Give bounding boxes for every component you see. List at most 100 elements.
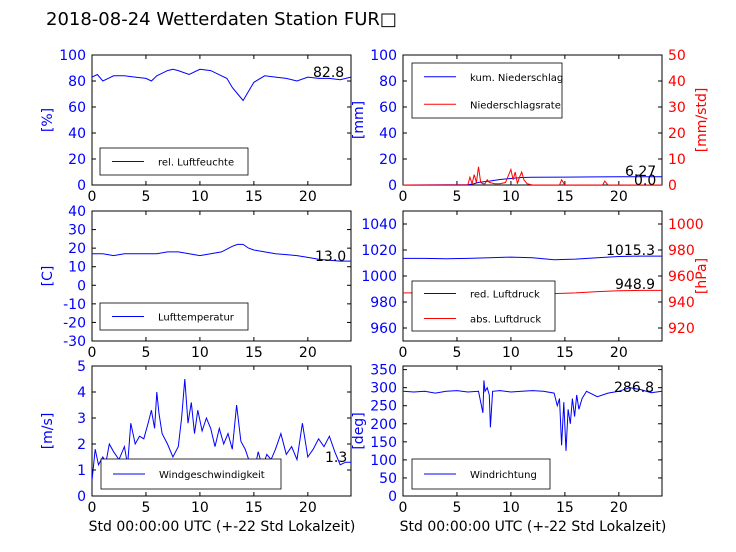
y-tick-label: 20 bbox=[68, 241, 86, 257]
x-tick-label: 10 bbox=[191, 189, 209, 205]
plot-frame bbox=[91, 54, 352, 186]
y-right-tick-label: 20 bbox=[668, 126, 686, 142]
x-axis-label: Std 00:00:00 UTC (+-22 Std Lokalzeit) bbox=[400, 519, 667, 535]
y-right-tick-label: 940 bbox=[668, 295, 695, 311]
y-tick-label: 250 bbox=[370, 399, 397, 415]
plot-frame bbox=[91, 365, 352, 497]
legend-label: abs. Luftdruck bbox=[470, 315, 541, 326]
y-tick-label: 5 bbox=[77, 359, 86, 375]
y-tick-label: 100 bbox=[370, 453, 397, 469]
y-tick-label: 100 bbox=[59, 48, 86, 64]
y-tick-label: 40 bbox=[68, 204, 86, 220]
y-tick-label: 20 bbox=[379, 152, 397, 168]
x-tick-label: 5 bbox=[452, 345, 461, 361]
y-right-axis-label: [mm/std] bbox=[694, 88, 710, 153]
y-tick-label: 1000 bbox=[361, 269, 397, 285]
y-right-tick-label: 1000 bbox=[668, 217, 704, 233]
y-tick-label: 20 bbox=[68, 152, 86, 168]
y-tick-label: 0 bbox=[77, 278, 86, 294]
y-tick-label: 0 bbox=[388, 489, 397, 505]
current-value-label: 82.8 bbox=[313, 65, 344, 81]
y-axis-label: [%] bbox=[40, 108, 56, 132]
series-line-winddir-0 bbox=[403, 380, 662, 451]
x-tick-label: 5 bbox=[141, 500, 150, 516]
legend-label: kum. Niederschlag bbox=[470, 73, 563, 84]
legend-box bbox=[411, 62, 563, 119]
y-tick-label: 200 bbox=[370, 417, 397, 433]
x-axis-label: Std 00:00:00 UTC (+-22 Std Lokalzeit) bbox=[89, 519, 356, 535]
y-tick-label: -20 bbox=[63, 315, 86, 331]
legend-label: Windrichtung bbox=[470, 470, 537, 481]
x-tick-label: 20 bbox=[299, 500, 317, 516]
current-value-label: 286.8 bbox=[614, 380, 654, 396]
y-tick-label: -10 bbox=[63, 297, 86, 313]
y-tick-label: 100 bbox=[370, 48, 397, 64]
legend-label: Lufttemperatur bbox=[158, 313, 235, 324]
chart-panel-winddir: 0 5 10 15 20050100150200250300350[deg]Windri… bbox=[351, 363, 663, 516]
x-tick-label: 0 bbox=[88, 500, 97, 516]
page-title: 2018-08-24 Wetterdaten Station FUR□ bbox=[46, 9, 397, 30]
y-tick-label: 1020 bbox=[361, 243, 397, 259]
series-line-pressure-0 bbox=[403, 255, 662, 261]
y-tick-label: 300 bbox=[370, 381, 397, 397]
x-tick-label: 5 bbox=[141, 345, 150, 361]
current-value-label-right: 0.0 bbox=[634, 173, 656, 189]
x-tick-label: 10 bbox=[191, 345, 209, 361]
y-axis-label: [mm] bbox=[351, 101, 367, 139]
x-tick-label: 15 bbox=[245, 345, 263, 361]
y-right-tick-label: 50 bbox=[668, 48, 686, 64]
y-axis-label: [deg] bbox=[351, 412, 367, 449]
y-right-tick-label: 40 bbox=[668, 74, 686, 90]
x-tick-label: 5 bbox=[452, 189, 461, 205]
plot-frame bbox=[402, 365, 663, 497]
x-tick-label: 20 bbox=[299, 189, 317, 205]
legend-label: Niederschlagsrate bbox=[470, 100, 561, 111]
y-axis-label: [C] bbox=[40, 266, 56, 287]
x-tick-label: 15 bbox=[556, 189, 574, 205]
y-tick-label: 40 bbox=[379, 126, 397, 142]
current-value-label: 13.0 bbox=[315, 249, 346, 265]
y-tick-label: 30 bbox=[68, 223, 86, 239]
chart-panel-precipitation: 0 5 10 15 20 0 20 40 60 80 100 0 10 20 30 40 50 [mm] [mm/s… bbox=[351, 48, 710, 205]
y-right-tick-label: 960 bbox=[668, 269, 695, 285]
y-right-tick-label: 10 bbox=[668, 152, 686, 168]
x-tick-label: 0 bbox=[88, 189, 97, 205]
y-tick-label: -30 bbox=[63, 334, 86, 350]
x-tick-label: 0 bbox=[399, 345, 408, 361]
series-line-humidity-0 bbox=[92, 68, 351, 102]
x-tick-label: 10 bbox=[502, 500, 520, 516]
x-tick-label: 20 bbox=[610, 500, 628, 516]
y-tick-label: 80 bbox=[379, 74, 397, 90]
y-tick-label: 960 bbox=[370, 321, 397, 337]
y-tick-label: 2 bbox=[77, 437, 86, 453]
x-tick-label: 15 bbox=[556, 500, 574, 516]
x-tick-label: 10 bbox=[502, 189, 520, 205]
plot-frame bbox=[91, 210, 352, 342]
x-tick-label: 15 bbox=[245, 500, 263, 516]
y-tick-label: 1040 bbox=[361, 217, 397, 233]
x-tick-label: 0 bbox=[399, 189, 408, 205]
y-right-tick-label: 920 bbox=[668, 321, 695, 337]
y-tick-label: 350 bbox=[370, 363, 397, 379]
current-value-label: 6.27 bbox=[625, 164, 656, 180]
legend-box bbox=[411, 280, 556, 332]
legend-label: Windgeschwindigkeit bbox=[159, 470, 265, 481]
x-tick-label: 20 bbox=[610, 189, 628, 205]
x-tick-label: 10 bbox=[502, 345, 520, 361]
chart-panel-temperature: 0 5 10 15 20 -30 -20 -10 0 10 20 30 40 [C] Lufttempera… bbox=[40, 204, 352, 361]
series-line-precipitation-1 bbox=[403, 166, 662, 185]
y-right-tick-label: 30 bbox=[668, 100, 686, 116]
y-tick-label: 4 bbox=[77, 385, 86, 401]
y-tick-label: 60 bbox=[379, 100, 397, 116]
y-tick-label: 3 bbox=[77, 411, 86, 427]
x-tick-label: 20 bbox=[299, 345, 317, 361]
x-tick-label: 0 bbox=[399, 500, 408, 516]
y-tick-label: 50 bbox=[379, 471, 397, 487]
y-right-axis-label: [hPa] bbox=[694, 258, 710, 294]
series-line-precipitation-0 bbox=[403, 176, 662, 185]
legend-label: red. Luftdruck bbox=[470, 290, 540, 301]
y-tick-label: 150 bbox=[370, 435, 397, 451]
y-tick-label: 980 bbox=[370, 295, 397, 311]
y-tick-label: 80 bbox=[68, 74, 86, 90]
